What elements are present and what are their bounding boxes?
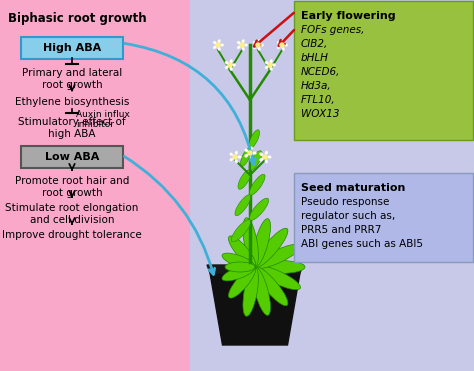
Ellipse shape [260,158,263,161]
Ellipse shape [260,152,263,156]
FancyBboxPatch shape [21,146,123,168]
Ellipse shape [253,41,256,45]
Ellipse shape [265,159,268,163]
Ellipse shape [258,39,261,43]
Text: Stimulate root elongation
and cell division: Stimulate root elongation and cell divis… [5,203,139,224]
Ellipse shape [229,152,233,156]
Ellipse shape [255,244,301,269]
Ellipse shape [237,41,241,45]
Ellipse shape [222,265,255,281]
Text: Auxin influx
inhibitor: Auxin influx inhibitor [76,110,130,129]
Ellipse shape [218,47,221,51]
Ellipse shape [243,218,258,267]
Ellipse shape [270,67,273,71]
Bar [0,0,190,371]
Ellipse shape [213,46,217,49]
Polygon shape [210,273,300,345]
Circle shape [233,155,237,159]
Ellipse shape [245,154,248,157]
FancyBboxPatch shape [294,173,473,262]
Ellipse shape [238,170,251,189]
Circle shape [228,63,232,67]
Text: Improve drought tolerance: Improve drought tolerance [2,230,142,240]
Ellipse shape [282,47,285,51]
Text: Stimulatory effect of
high ABA: Stimulatory effect of high ABA [18,117,126,139]
Ellipse shape [220,43,224,46]
Ellipse shape [228,236,256,267]
Ellipse shape [244,43,248,46]
Circle shape [263,155,267,159]
Ellipse shape [270,59,273,63]
Ellipse shape [237,46,241,49]
Ellipse shape [253,267,271,315]
Ellipse shape [253,46,256,49]
Ellipse shape [254,266,288,306]
Text: Primary and lateral
root growth: Primary and lateral root growth [22,68,122,90]
Text: Early flowering: Early flowering [301,11,396,21]
Ellipse shape [284,43,288,46]
Text: Low ABA: Low ABA [45,152,99,162]
Text: FOFs genes,
CIB2,
bHLH
NCED6,
Hd3a,
FTL10,
WOX13: FOFs genes, CIB2, bHLH NCED6, Hd3a, FTL1… [301,25,365,119]
Ellipse shape [231,220,251,242]
Ellipse shape [232,63,236,66]
Ellipse shape [277,46,281,49]
Ellipse shape [254,228,288,267]
Ellipse shape [267,155,272,158]
Ellipse shape [243,267,258,316]
Ellipse shape [260,43,264,46]
Circle shape [216,43,220,47]
Circle shape [268,63,272,67]
Ellipse shape [253,151,256,154]
Ellipse shape [218,39,221,43]
Ellipse shape [225,262,255,272]
Ellipse shape [213,41,217,45]
Ellipse shape [250,147,253,151]
Ellipse shape [245,149,248,152]
Text: Seed maturation: Seed maturation [301,183,405,193]
Ellipse shape [277,41,281,45]
Ellipse shape [222,253,255,269]
Text: Biphasic root growth: Biphasic root growth [8,12,146,25]
Ellipse shape [282,39,285,43]
Ellipse shape [225,61,228,64]
Ellipse shape [253,219,271,267]
Ellipse shape [255,266,301,290]
Circle shape [280,43,284,47]
Ellipse shape [265,61,269,64]
Ellipse shape [249,151,262,170]
Ellipse shape [230,67,233,71]
Ellipse shape [230,59,233,63]
Circle shape [240,43,244,47]
Ellipse shape [242,47,245,51]
Ellipse shape [229,158,233,161]
Ellipse shape [265,151,268,155]
Text: Promote root hair and
root growth: Promote root hair and root growth [15,176,129,198]
FancyBboxPatch shape [21,37,123,59]
Ellipse shape [228,266,256,298]
Polygon shape [207,265,303,273]
Text: High ABA: High ABA [43,43,101,53]
Circle shape [248,151,252,155]
Ellipse shape [225,66,228,69]
Ellipse shape [240,148,251,166]
Ellipse shape [249,130,259,148]
Ellipse shape [242,39,245,43]
Bar [190,0,474,371]
Ellipse shape [265,66,269,69]
Ellipse shape [255,260,305,273]
Text: Pseudo response
regulator such as,
PRR5 and PRR7
ABI genes such as ABI5: Pseudo response regulator such as, PRR5 … [301,197,423,249]
Text: Ethylene biosynthesis: Ethylene biosynthesis [15,97,129,107]
Ellipse shape [235,151,238,155]
Ellipse shape [235,195,251,216]
Ellipse shape [250,155,253,159]
Ellipse shape [249,198,269,220]
Circle shape [256,43,260,47]
FancyBboxPatch shape [294,1,473,140]
Ellipse shape [258,47,261,51]
Ellipse shape [235,159,238,163]
Ellipse shape [237,155,241,158]
Ellipse shape [272,63,276,66]
Ellipse shape [249,174,265,195]
